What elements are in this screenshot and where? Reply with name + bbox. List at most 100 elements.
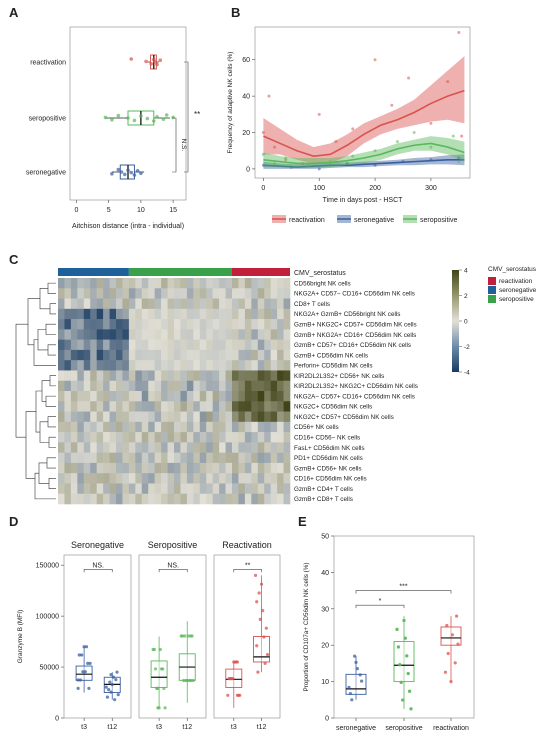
heatmap-cell — [64, 349, 72, 361]
heatmap-cell — [257, 370, 265, 382]
heatmap-cell — [103, 349, 110, 361]
heatmap-cell — [238, 493, 246, 505]
heatmap-cell — [270, 391, 278, 402]
heatmap-cell — [83, 401, 91, 412]
row-label: NKG2A− CD57+ CD16+ CD56dim NK cells — [294, 393, 415, 400]
heatmap-cell — [270, 411, 278, 423]
heatmap-cell — [135, 298, 143, 310]
data-point — [119, 170, 124, 174]
category-label: reactivation — [30, 60, 66, 67]
data-point — [405, 654, 409, 658]
heatmap-cell — [283, 442, 291, 453]
significance-bracket — [172, 117, 177, 173]
data-point — [450, 633, 454, 637]
heatmap-cell — [238, 360, 246, 371]
heatmap-cell — [154, 493, 162, 505]
heatmap-cell — [161, 483, 168, 495]
heatmap-cell — [161, 319, 168, 330]
data-point — [258, 617, 262, 621]
heatmap-cell — [109, 432, 117, 443]
heatmap-cell — [96, 411, 104, 423]
heatmap-cell — [232, 493, 239, 505]
heatmap-cell — [225, 288, 233, 299]
heatmap-cell — [58, 462, 65, 474]
heatmap-cell — [64, 493, 72, 505]
heatmap-cell — [122, 349, 130, 361]
heatmap-cell — [270, 452, 278, 464]
heatmap-cell — [135, 473, 143, 484]
y-tick-label: 20 — [321, 643, 329, 650]
heatmap-cell — [64, 473, 72, 484]
heatmap-cell — [154, 319, 162, 330]
heatmap-cell — [135, 483, 143, 495]
heatmap-cell — [238, 483, 246, 495]
heatmap-cell — [116, 493, 123, 505]
y-tick-label: 0 — [246, 166, 250, 173]
heatmap-cell — [109, 473, 117, 484]
heatmap-cell — [109, 288, 117, 299]
heatmap-cell — [270, 483, 278, 495]
heatmap-cell — [64, 329, 72, 340]
data-point — [453, 661, 457, 665]
heatmap-cell — [116, 329, 123, 340]
heatmap-cell — [225, 380, 233, 392]
legend-label: seropositive — [420, 217, 457, 224]
heatmap-cell — [90, 483, 97, 495]
heatmap-cell — [238, 442, 246, 453]
data-point — [76, 686, 80, 690]
heatmap-cell — [264, 391, 271, 402]
heatmap-cell — [141, 308, 149, 320]
data-point — [445, 623, 449, 628]
heatmap-cell — [135, 462, 143, 474]
data-point — [401, 698, 405, 702]
y-axis-label: Granzyme B (MFI) — [17, 610, 24, 663]
box — [150, 660, 168, 688]
heatmap-cell — [161, 421, 168, 433]
heatmap-cell — [251, 483, 259, 495]
heatmap-cell — [58, 319, 65, 330]
heatmap-cell — [58, 360, 65, 371]
heatmap-cell — [58, 411, 65, 423]
heatmap-cell — [161, 493, 168, 505]
heatmap-cell — [90, 493, 97, 505]
heatmap-cell — [122, 401, 130, 412]
heatmap-cell — [64, 391, 72, 402]
heatmap-cell — [193, 432, 201, 443]
row-label: KIR2DL2L3S2+ CD56+ NK cells — [294, 373, 384, 380]
heatmap-cell — [283, 411, 291, 423]
heatmap-cell — [167, 329, 175, 340]
heatmap-cell — [128, 493, 136, 505]
facet-frame — [63, 554, 132, 719]
colorbar-tick-label: 0 — [464, 319, 468, 326]
heatmap-cell — [251, 391, 259, 402]
heatmap-cell — [70, 462, 78, 474]
heatmap-cell — [257, 401, 265, 412]
heatmap-cell — [148, 370, 155, 382]
heatmap-cell — [90, 391, 97, 402]
heatmap-cell — [251, 370, 259, 382]
heatmap-cell — [251, 349, 259, 361]
heatmap-cell — [58, 339, 65, 351]
heatmap-cell — [109, 339, 117, 351]
heatmap-cell — [90, 473, 97, 484]
heatmap-cell — [109, 442, 117, 453]
heatmap-cell — [180, 462, 188, 474]
data-point — [460, 134, 464, 138]
heatmap-cell — [277, 401, 284, 412]
heatmap-cell — [141, 411, 149, 423]
heatmap-cell — [186, 493, 194, 505]
heatmap-cell — [70, 493, 78, 505]
heatmap-cell — [161, 442, 168, 453]
heatmap-cell — [90, 452, 97, 464]
heatmap-cell — [154, 391, 162, 402]
heatmap-cell — [257, 442, 265, 453]
heatmap-cell — [193, 329, 201, 340]
data-point — [81, 670, 85, 674]
heatmap-cell — [83, 462, 91, 474]
panel-label-c: C — [9, 252, 19, 267]
row-label: PD1+ CD56dim NK cells — [294, 455, 363, 462]
y-tick-label: 100000 — [36, 614, 59, 621]
heatmap-cell — [116, 462, 123, 474]
heatmap-cell — [77, 462, 85, 474]
heatmap-cell — [103, 391, 110, 402]
